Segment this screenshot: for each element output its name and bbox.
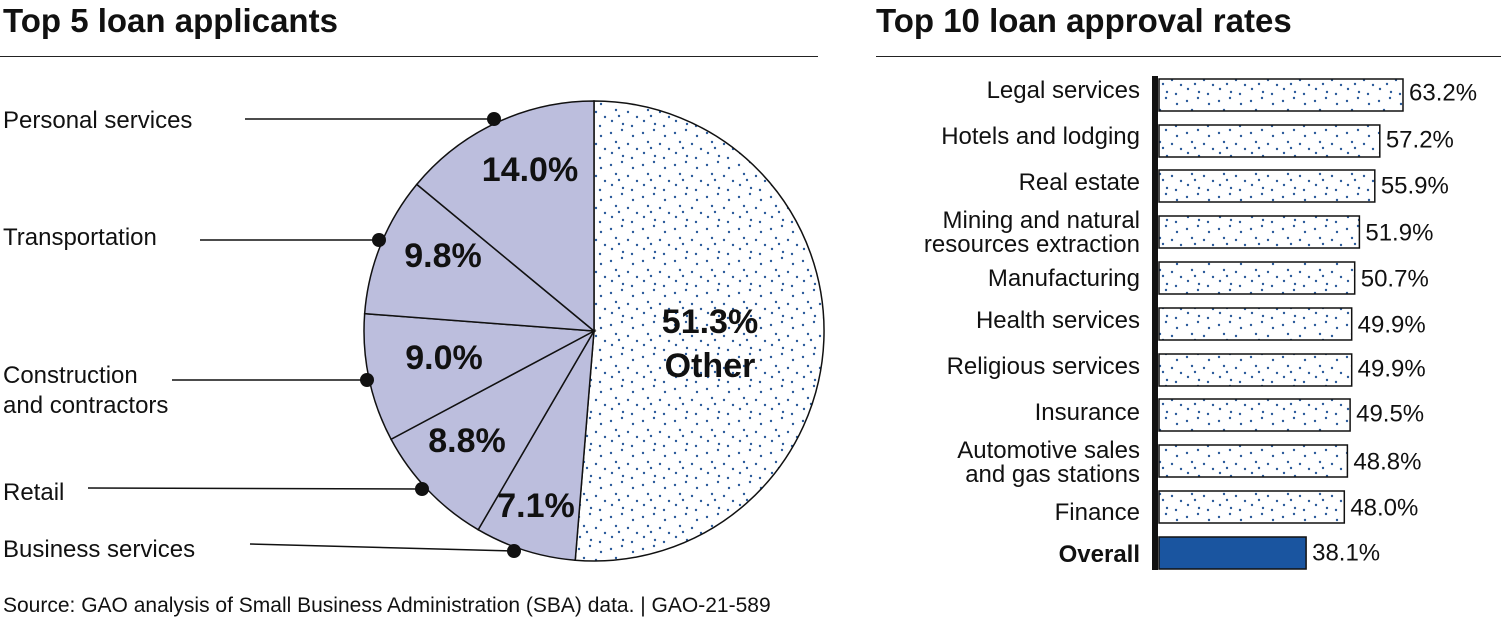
chart-canvas: 51.3% Other 7.1% Business services 8.8% Retai… [3, 76, 1477, 570]
pie-category-label: Transportation [3, 224, 157, 251]
bar-category-label: Real estate [1019, 169, 1140, 196]
pie-category-label: Personal services [3, 107, 192, 134]
bar-value-label: 38.1% [1312, 539, 1380, 566]
bar [1158, 353, 1353, 387]
leader-dot [487, 112, 501, 126]
pie-value-label: 7.1% [497, 487, 575, 525]
bar-value-label: 51.9% [1365, 219, 1433, 246]
bar-title-rule [876, 56, 1501, 57]
leader-dot [507, 544, 521, 558]
bar-value-label: 49.9% [1358, 355, 1426, 382]
bar-value-label: 55.9% [1381, 172, 1449, 199]
bar [1158, 398, 1351, 432]
bar-chart-title: Top 10 loan approval rates [876, 2, 1292, 39]
leader-dot [360, 373, 374, 387]
bar-value-label: 49.5% [1356, 400, 1424, 427]
leader-dot [372, 233, 386, 247]
pie-value-label: 9.8% [404, 237, 482, 275]
bar-category-label: Finance [1055, 499, 1140, 526]
leader-dot [415, 482, 429, 496]
bar [1158, 490, 1346, 524]
bar-category-label: Health services [976, 307, 1140, 334]
pie-title-rule [0, 56, 818, 57]
pie-value-label: 51.3% Other [662, 303, 758, 385]
bar-value-label: 50.7% [1361, 265, 1429, 292]
bar-category-label: Hotels and lodging [941, 123, 1140, 150]
bar-category-label: Legal services [987, 77, 1140, 104]
source-note: Source: GAO analysis of Small Business A… [3, 594, 771, 617]
bar-value-label: 48.8% [1353, 448, 1421, 475]
bar-category-label: Manufacturing [988, 265, 1140, 292]
bar [1158, 169, 1376, 203]
bar-axis [1152, 76, 1158, 570]
leader-line [87, 487, 423, 490]
leader-line [249, 543, 515, 552]
pie-value-label: 14.0% [482, 151, 578, 189]
bar [1158, 261, 1356, 295]
bar-category-label: Insurance [1035, 399, 1140, 426]
bar-category-label: Religious services [947, 353, 1140, 380]
pie-category-label: Business services [3, 536, 195, 563]
pie-slice [477, 330, 595, 562]
bar [1158, 536, 1307, 570]
bar-value-label: 57.2% [1386, 126, 1454, 153]
bar-value-label: 48.0% [1350, 494, 1418, 521]
bar-value-label: 49.9% [1358, 311, 1426, 338]
bar [1158, 215, 1361, 249]
bar [1158, 124, 1381, 158]
bar-category-label: Mining and natural resources extraction [924, 207, 1140, 258]
bar-category-label: Overall [1059, 541, 1140, 568]
pie-slice [574, 100, 825, 562]
pie-category-label: Construction and contractors [3, 362, 168, 419]
pie-category-label: Retail [3, 479, 64, 506]
pie-value-label: 8.8% [428, 422, 506, 460]
bar-value-label: 63.2% [1409, 79, 1477, 106]
pie-chart-title: Top 5 loan applicants [3, 2, 338, 39]
bar [1158, 444, 1349, 478]
bar-category-label: Automotive sales and gas stations [957, 437, 1140, 488]
bar [1158, 307, 1353, 341]
pie-value-label: 9.0% [405, 339, 483, 377]
bar [1158, 78, 1404, 112]
